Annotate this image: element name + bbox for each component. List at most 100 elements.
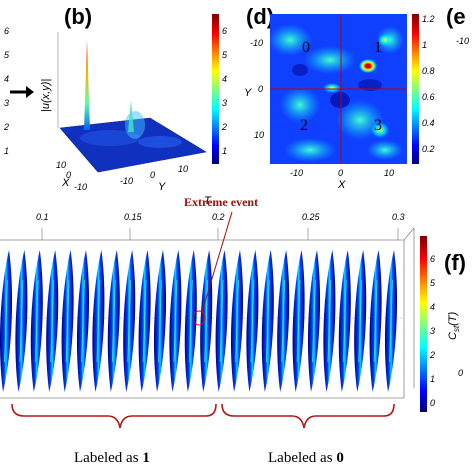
x-tick: -10 xyxy=(74,182,87,192)
quadrant-label: 1 xyxy=(374,39,382,56)
quadrant-label: 3 xyxy=(374,117,382,134)
panel-e-cropped: (e -10 xyxy=(446,4,469,46)
t-axis-label: T xyxy=(204,195,212,207)
left-tick: 4 xyxy=(4,74,9,84)
left-tick: 3 xyxy=(4,98,9,108)
leaf-streak xyxy=(250,279,255,363)
colorbar-b-tick: 2 xyxy=(221,122,227,132)
t-tick: 0.2 xyxy=(212,212,225,222)
x-tick: 0 xyxy=(66,170,71,180)
extreme-event-marker xyxy=(192,310,206,326)
leaf-streak xyxy=(389,279,393,363)
leaf-streak xyxy=(96,279,101,363)
y-tick: 10 xyxy=(254,130,264,140)
brace-labeled-zero xyxy=(221,403,395,429)
panel-d-label: (d) xyxy=(246,4,274,29)
panel-b-label: (b) xyxy=(64,4,92,29)
colorbar-d-tick: 0.8 xyxy=(422,66,435,76)
panel-e-label: (e xyxy=(446,4,466,29)
arrow-right-icon xyxy=(10,86,34,98)
colorbar-c xyxy=(420,236,427,412)
tick-marks xyxy=(41,228,399,240)
surface-mesh xyxy=(59,117,207,173)
surface-bump xyxy=(125,111,145,139)
t-tick: 0.1 xyxy=(36,212,49,222)
colorbar-c-label: Cst(T) xyxy=(447,311,461,340)
colorbar-c-tick: 4 xyxy=(430,302,435,312)
y-axis-label: Y xyxy=(158,181,166,193)
panel-c: T 0.1 0.15 0.2 0.25 0.3 Extreme event 6 … xyxy=(0,195,466,466)
leaf-streak xyxy=(19,279,24,363)
x-axis-label: X xyxy=(61,177,70,189)
x-tick: 10 xyxy=(384,168,394,178)
colorbar-b-tick: 6 xyxy=(222,26,227,36)
colorbar-c-tick: 5 xyxy=(430,278,436,288)
colorbar-b-tick: 5 xyxy=(222,50,228,60)
surface-bump xyxy=(128,100,134,132)
colorbar-b-tick: 3 xyxy=(222,98,227,108)
leaf-streak xyxy=(4,279,8,363)
left-tick: 2 xyxy=(3,122,9,132)
frame-top xyxy=(0,227,415,241)
t-tick: 0.25 xyxy=(302,212,321,222)
z-axis-label: |u(x,y)| xyxy=(40,79,52,112)
colorbar-c-tick: 1 xyxy=(430,374,435,384)
leaf-streak xyxy=(142,279,147,363)
leaf-streak xyxy=(111,279,116,363)
surface-spike xyxy=(84,40,90,130)
leaf-streak xyxy=(127,279,132,363)
colorbar-b xyxy=(212,14,219,164)
x-tick: -10 xyxy=(290,168,303,178)
leaf-streak xyxy=(342,279,347,363)
panel-e-tick: -10 xyxy=(456,36,469,46)
leaf-streak xyxy=(81,279,85,363)
x-tick: 10 xyxy=(56,160,66,170)
colorbar-c-tick: 3 xyxy=(430,326,435,336)
leaf-streak xyxy=(327,279,332,363)
leaf-streak xyxy=(34,279,39,363)
left-tick: 6 xyxy=(4,26,9,36)
left-tick: 1 xyxy=(4,146,9,156)
leaf-streak xyxy=(296,279,301,363)
y-tick: 0 xyxy=(150,170,155,180)
quadrant-label: 0 xyxy=(302,39,310,56)
colorbar-d xyxy=(412,14,419,164)
label-zero: Labeled as 0 xyxy=(268,450,344,466)
y-tick: -10 xyxy=(120,176,133,186)
panel-f-label: (f) xyxy=(444,250,466,275)
colorbar-d-tick: 0.4 xyxy=(422,118,435,128)
panel-d: (d) 0 1 2 3 -10 0 10 Y -10 xyxy=(244,4,435,191)
colorbar-d-tick: 1.2 xyxy=(422,14,435,24)
leaf-streak xyxy=(373,279,378,363)
colorbar-c-tick: 6 xyxy=(430,254,435,264)
leaf-streak xyxy=(358,279,363,363)
extreme-event-label: Extreme event xyxy=(184,195,258,209)
panel-b: (b) |u(x,y)| 10 0 -10 X -10 0 10 Y 6 5 4 xyxy=(10,4,228,193)
colorbar-b-tick: 1 xyxy=(222,146,227,156)
leaf-streak xyxy=(281,279,286,363)
leaf-streak xyxy=(173,279,178,363)
leaf-streak xyxy=(219,279,224,363)
colorbar-b-tick: 4 xyxy=(222,74,227,84)
annotation-pointer xyxy=(201,211,233,313)
brace-labeled-one xyxy=(11,403,217,429)
label-one: Labeled as 1 xyxy=(74,450,150,466)
y-tick: -10 xyxy=(250,38,263,48)
leaf-streak xyxy=(235,279,239,363)
colorbar-d-tick: 1 xyxy=(422,40,427,50)
y-tick: 0 xyxy=(258,84,263,94)
quadrant-label: 2 xyxy=(300,117,308,134)
colorbar-d-tick: 0.6 xyxy=(422,92,435,102)
heatmap-blobs xyxy=(270,24,404,162)
leaf-streak xyxy=(312,279,316,363)
surface-ridge xyxy=(138,136,182,148)
colorbar-c-tick: 2 xyxy=(429,350,435,360)
panel-f-tick: 0 xyxy=(458,368,463,378)
y-axis-label: Y xyxy=(244,87,252,99)
leaf-streak xyxy=(158,279,162,363)
t-tick: 0.3 xyxy=(392,212,405,222)
colorbar-d-ticks: 1.2 1 0.8 0.6 0.4 0.2 xyxy=(422,14,435,154)
colorbar-c-ticks: 6 5 4 3 2 1 0 xyxy=(429,254,436,408)
leaf-streak xyxy=(188,279,193,363)
